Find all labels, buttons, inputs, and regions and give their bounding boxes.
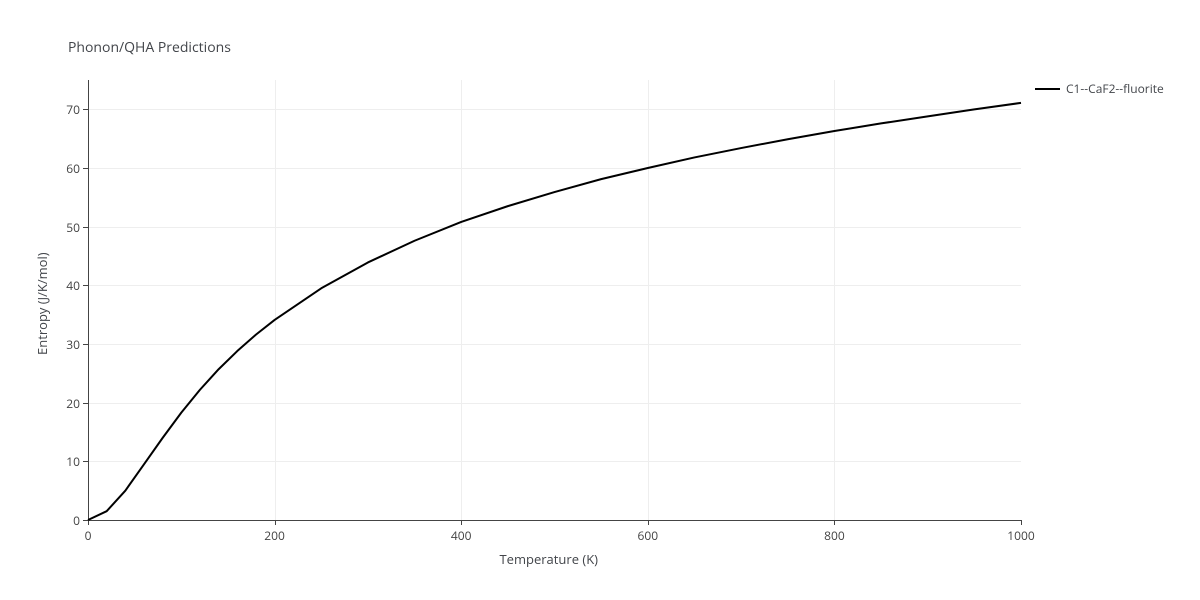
legend: C1--CaF2--fluorite (1035, 80, 1164, 97)
legend-swatch (1035, 88, 1060, 90)
x-axis-title: Temperature (K) (500, 550, 599, 568)
legend-label: C1--CaF2--fluorite (1066, 80, 1164, 97)
line-series (0, 0, 1200, 600)
series-line (88, 103, 1021, 520)
y-axis-title: Entropy (J/K/mol) (33, 252, 51, 355)
